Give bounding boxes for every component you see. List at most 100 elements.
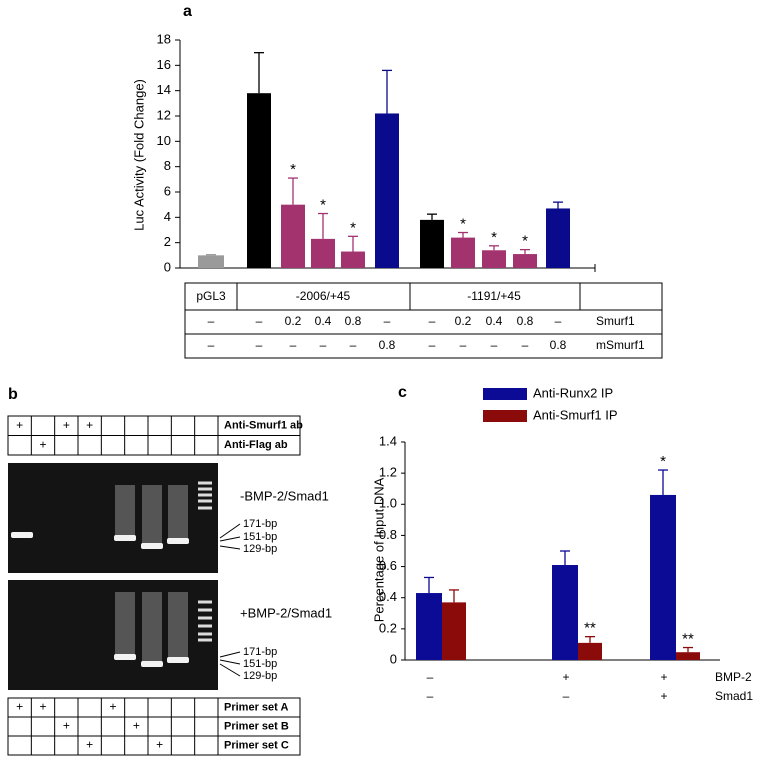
table-cell: + [16, 418, 23, 432]
condition-cell: + [660, 689, 667, 703]
y-tick-label: 18 [157, 31, 171, 46]
ladder-band [198, 506, 212, 510]
condition-cell: + [562, 670, 569, 684]
table-cell: – [208, 338, 215, 352]
significance: * [491, 229, 497, 246]
condition-cell: – [563, 689, 570, 703]
table-cell: – [256, 338, 263, 352]
y-tick-label: 4 [164, 209, 171, 224]
ladder-band [198, 481, 212, 485]
table-cell: – [555, 314, 562, 328]
row-label: Anti-Smurf1 ab [224, 420, 303, 432]
table-cell: 0.8 [345, 314, 362, 328]
table-cell: 0.4 [486, 314, 503, 328]
size-marker: 129-bp [243, 670, 277, 682]
ladder-band [198, 616, 212, 620]
table-header: -1191/+45 [467, 289, 521, 303]
table-cell: – [522, 338, 529, 352]
gel-smear [115, 592, 135, 657]
marker-pointer [219, 659, 241, 665]
ladder-band [198, 487, 212, 491]
significance: * [350, 219, 356, 236]
bar [451, 237, 475, 268]
table-cell: – [208, 314, 215, 328]
ladder-band [198, 624, 212, 628]
condition-cell: – [427, 689, 434, 703]
gel-band [11, 532, 33, 538]
y-tick-label: 2 [164, 234, 171, 249]
table-cell: – [491, 338, 498, 352]
y-tick-label: 12 [157, 107, 171, 122]
ladder-band [198, 638, 212, 642]
gel-label: -BMP-2/Smad1 [240, 488, 329, 503]
gel-smear [168, 592, 188, 660]
bar [578, 642, 602, 660]
table-cell: + [133, 719, 140, 733]
ladder-band [198, 608, 212, 612]
row-label: BMP-2 [715, 670, 752, 684]
table-cell: 0.2 [285, 314, 302, 328]
table-cell: + [86, 418, 93, 432]
table-header: pGL3 [196, 289, 226, 303]
size-marker: 151-bp [243, 658, 277, 670]
marker-pointer [219, 663, 241, 677]
gel-smear [168, 485, 188, 541]
legend-swatch [483, 410, 527, 422]
table-cell: – [384, 314, 391, 328]
significance: ** [584, 620, 596, 637]
bar [247, 93, 271, 268]
y-tick-label: 0.8 [379, 527, 397, 542]
table-cell: 0.8 [517, 314, 534, 328]
y-tick-label: 0 [390, 651, 397, 666]
table-cell: – [256, 314, 263, 328]
table-cell: – [429, 338, 436, 352]
table-border [7, 697, 301, 756]
condition-cell: + [660, 670, 667, 684]
significance: * [522, 233, 528, 250]
significance: * [320, 197, 326, 214]
gel-band [114, 535, 136, 541]
gel-band [167, 538, 189, 544]
row-label: Primer set B [224, 720, 289, 732]
ladder-band [198, 632, 212, 636]
y-tick-label: 10 [157, 133, 171, 148]
significance: * [460, 216, 466, 233]
bar [375, 113, 399, 268]
row-label: Primer set A [224, 701, 288, 713]
row-label: mSmurf1 [596, 338, 645, 352]
ladder-band [198, 499, 212, 503]
row-label: Smad1 [715, 689, 753, 703]
table-cell: – [429, 314, 436, 328]
row-label: Smurf1 [596, 314, 635, 328]
gel-smear [142, 485, 162, 546]
bar [281, 204, 305, 268]
ladder-band [198, 600, 212, 604]
y-tick-label: 6 [164, 183, 171, 198]
y-tick-label: 8 [164, 158, 171, 173]
panel-label: c [398, 384, 407, 401]
panel-label: a [183, 3, 192, 20]
table-cell: – [290, 338, 297, 352]
row-label: Primer set C [224, 739, 289, 751]
y-tick-label: 0.2 [379, 620, 397, 635]
y-axis-label: Luc Activity (Fold Change) [131, 79, 146, 231]
table-cell: 0.8 [550, 338, 567, 352]
bar [546, 208, 570, 268]
table-header: -2006/+45 [296, 289, 351, 303]
y-tick-label: 14 [157, 82, 171, 97]
table-cell: + [109, 700, 116, 714]
bar [341, 251, 365, 268]
gel-band [141, 661, 163, 667]
table-cell: – [350, 338, 357, 352]
table-cell: + [86, 738, 93, 752]
y-tick-label: 16 [157, 57, 171, 72]
size-marker: 171-bp [243, 646, 277, 658]
y-tick-label: 1.4 [379, 433, 397, 448]
gel-label: +BMP-2/Smad1 [240, 605, 332, 620]
marker-pointer [219, 651, 241, 658]
marker-pointer [219, 545, 241, 550]
size-marker: 129-bp [243, 543, 277, 555]
table-cell: + [63, 418, 70, 432]
legend-swatch [483, 388, 527, 400]
row-label: Anti-Flag ab [224, 439, 288, 451]
